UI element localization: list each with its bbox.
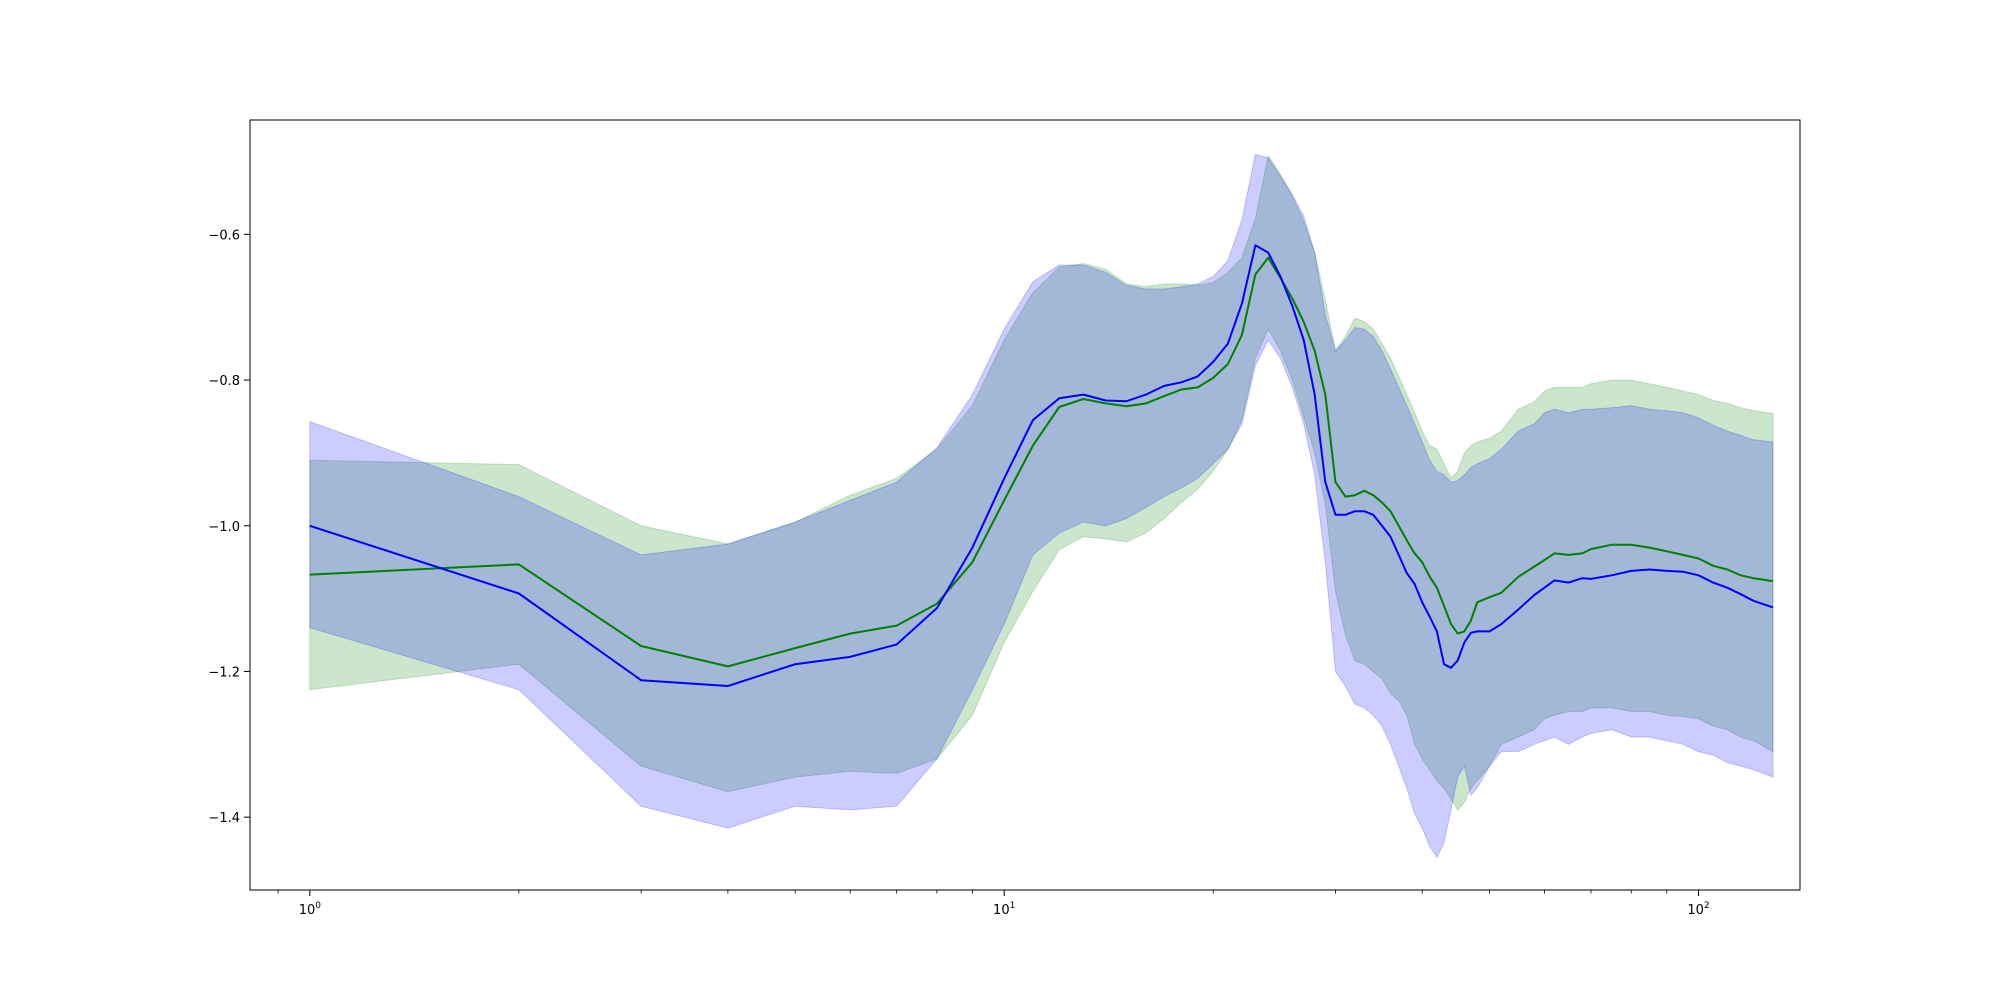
series-2-line: [309, 244, 1774, 687]
series-2-band: [309, 153, 1774, 859]
y-tick-label: −1.2: [208, 665, 240, 680]
y-tick-label: −0.8: [208, 374, 240, 389]
y-tick-label: −0.6: [208, 228, 240, 243]
series-1-band: [309, 154, 1774, 811]
x-tick-label: 102: [1687, 901, 1709, 918]
y-tick-label: −1.0: [208, 520, 240, 535]
series-lines: [309, 244, 1774, 687]
x-tick-label: 101: [993, 901, 1015, 918]
x-axis: 100 101 102: [277, 890, 1710, 918]
x-tick-label: 100: [299, 901, 322, 918]
series-1-line: [309, 256, 1774, 668]
y-tick-label: −1.4: [208, 811, 240, 826]
confidence-bands: [309, 153, 1774, 859]
axes-frame: [249, 119, 1801, 891]
y-axis: −0.6 −0.8 −1.0 −1.2 −1.4: [208, 228, 250, 826]
